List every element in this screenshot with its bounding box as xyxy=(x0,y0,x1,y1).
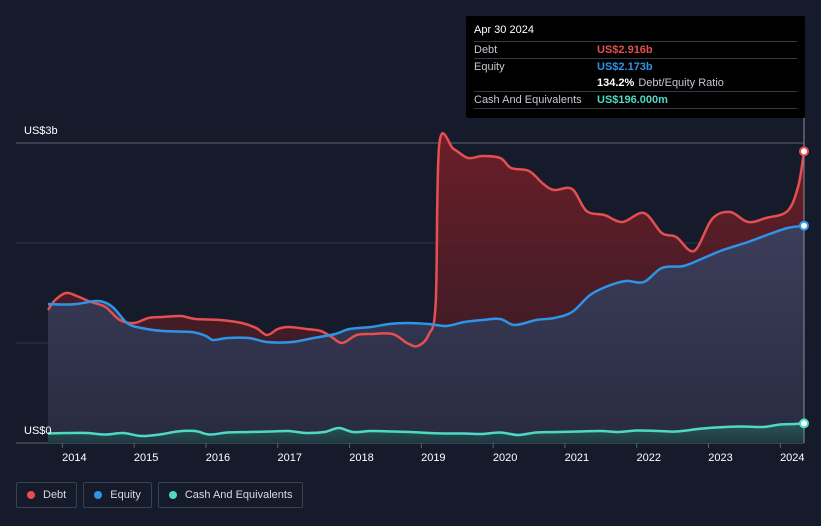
legend-debt-label: Debt xyxy=(43,489,67,501)
tooltip-cash-value: US$196.000m xyxy=(597,94,668,106)
cash-series-line xyxy=(47,422,805,438)
debt-dot-icon xyxy=(27,491,35,499)
tooltip-date: Apr 30 2024 xyxy=(474,24,534,36)
equity-series-line xyxy=(47,224,805,344)
x-axis-ticks: 2014 2015 2016 2017 2018 2019 2020 2021 2022 2023… xyxy=(61,443,805,464)
legend-equity-label: Equity xyxy=(110,489,141,501)
legend-cash-label: Cash And Equivalents xyxy=(184,489,293,501)
tooltip-equity-label: Equity xyxy=(474,61,505,73)
tooltip-cash-label: Cash And Equivalents xyxy=(474,94,582,106)
cash-dot-icon xyxy=(168,491,177,499)
tooltip-ratio-label: Debt/Equity Ratio xyxy=(638,77,724,89)
data-tooltip: Apr 30 2024 Debt US$2.916b Equity US$2.1… xyxy=(466,16,805,118)
x-tick-label: 2014 xyxy=(62,452,86,464)
debt-end-marker xyxy=(799,146,809,157)
x-tick-label: 2016 xyxy=(206,452,230,464)
debt-series-line xyxy=(46,132,806,348)
equity-end-marker xyxy=(799,220,809,231)
x-tick-label: 2021 xyxy=(565,452,589,464)
equity-area xyxy=(48,225,804,443)
tooltip-debt-value: US$2.916b xyxy=(597,44,653,56)
x-tick-label: 2022 xyxy=(636,452,660,464)
legend-debt-toggle[interactable]: Debt xyxy=(16,482,78,508)
x-tick-label: 2019 xyxy=(421,452,445,464)
cash-end-marker xyxy=(799,418,809,429)
tooltip-debt-row: Debt US$2.916b xyxy=(474,41,797,58)
y-axis-top-label: US$3b xyxy=(24,125,58,137)
x-tick-label: 2018 xyxy=(349,452,373,464)
tooltip-debt-label: Debt xyxy=(474,44,498,56)
x-tick-label: 2017 xyxy=(278,452,302,464)
tooltip-equity-row: Equity US$2.173b xyxy=(474,58,797,75)
y-axis-bottom-label: US$0 xyxy=(24,425,52,437)
chart-legend: Debt Equity Cash And Equivalents xyxy=(16,482,309,510)
tooltip-equity-value: US$2.173b xyxy=(597,61,653,73)
legend-equity-toggle[interactable]: Equity xyxy=(83,482,152,508)
tooltip-ratio-value: 134.2% xyxy=(597,77,635,89)
x-tick-label: 2015 xyxy=(134,452,158,464)
x-tick-label: 2023 xyxy=(708,452,732,464)
equity-dot-icon xyxy=(94,491,103,499)
tooltip-ratio-row: 134.2% Debt/Equity Ratio xyxy=(474,75,797,91)
tooltip-cash-row: Cash And Equivalents US$196.000m xyxy=(474,91,797,109)
legend-cash-toggle[interactable]: Cash And Equivalents xyxy=(157,482,304,508)
x-tick-label: 2020 xyxy=(493,452,517,464)
x-tick-label: 2024 xyxy=(780,452,804,464)
